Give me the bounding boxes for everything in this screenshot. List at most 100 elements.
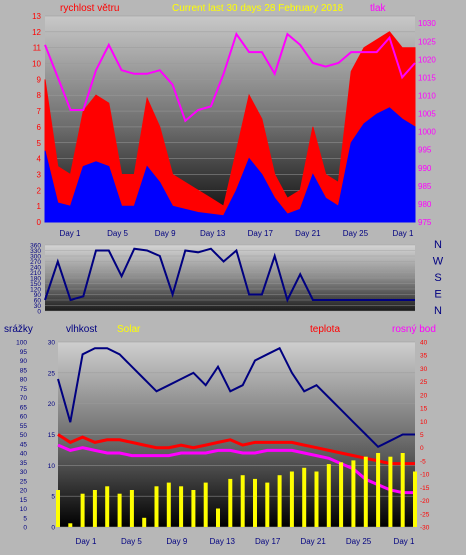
humidity-tick: 15 bbox=[48, 432, 56, 439]
wind-left-tick: 11 bbox=[33, 44, 42, 53]
wind-gust-area bbox=[44, 31, 416, 223]
wind-left-tick: 0 bbox=[37, 218, 42, 227]
wind-left-tick: 2 bbox=[37, 186, 42, 195]
precip-tick: 25 bbox=[20, 478, 28, 485]
solar-bar bbox=[302, 467, 307, 527]
temperature-series bbox=[56, 346, 417, 528]
direction-grid bbox=[45, 244, 415, 312]
humidity-tick: 20 bbox=[48, 401, 56, 408]
pressure-tick: 985 bbox=[418, 182, 432, 191]
precip-tick: 20 bbox=[20, 488, 28, 495]
precip-tick: 30 bbox=[20, 469, 28, 476]
compass-label: N bbox=[434, 305, 442, 317]
solar-bar bbox=[388, 456, 393, 527]
temperature-humidity-panel: 0510152025303540455055606570758085909510… bbox=[4, 324, 436, 546]
compass-label: N bbox=[434, 239, 442, 251]
compass-label: W bbox=[433, 256, 444, 268]
wind-series bbox=[44, 31, 416, 223]
precip-axis-label: srážky bbox=[4, 324, 33, 335]
precip-tick: 15 bbox=[20, 497, 28, 504]
solar-bar bbox=[351, 460, 356, 527]
precip-tick: 40 bbox=[20, 451, 28, 458]
solar-bar bbox=[92, 490, 97, 527]
temperature-day-tick: Day 13 bbox=[210, 537, 236, 546]
wind-pressure-line bbox=[44, 31, 416, 123]
temperature-tick: 25 bbox=[420, 379, 428, 386]
direction-tick: 210 bbox=[30, 270, 41, 277]
humidity-tick: 30 bbox=[48, 340, 56, 347]
chart-title: Current last 30 days 28 February 2018 bbox=[172, 3, 344, 14]
wind-left-tick: 4 bbox=[37, 155, 42, 164]
compass-label: E bbox=[434, 289, 441, 301]
direction-series bbox=[44, 247, 415, 303]
pressure-tick: 980 bbox=[418, 200, 432, 209]
wind-day-tick: Day 17 bbox=[248, 229, 274, 238]
solar-bar bbox=[376, 453, 381, 527]
pressure-tick: 1015 bbox=[418, 73, 436, 82]
precip-tick: 100 bbox=[16, 340, 27, 347]
solar-bar bbox=[129, 490, 134, 527]
wind-day-tick: Day 25 bbox=[343, 229, 369, 238]
dewpoint-line bbox=[57, 443, 415, 495]
temperature-day-tick: Day 5 bbox=[121, 537, 142, 546]
temperature-tick: -30 bbox=[420, 525, 430, 532]
solar-bar bbox=[154, 486, 159, 527]
solar-bar bbox=[277, 475, 282, 527]
humidity-line bbox=[57, 346, 415, 449]
solar-bar bbox=[179, 486, 184, 527]
wind-left-tick: 13 bbox=[32, 12, 41, 21]
solar-bar bbox=[166, 482, 171, 527]
direction-tick: 360 bbox=[30, 243, 41, 250]
precip-tick: 0 bbox=[23, 525, 27, 532]
temperature-day-tick: Day 17 bbox=[255, 537, 281, 546]
wind-left-tick: 10 bbox=[32, 60, 41, 69]
solar-bar bbox=[216, 508, 220, 527]
solar-bar bbox=[203, 482, 208, 527]
precip-tick: 60 bbox=[20, 414, 28, 421]
temperature-day-tick: Day 25 bbox=[346, 537, 372, 546]
temperature-axis-label: teplota bbox=[310, 324, 340, 335]
direction-tick: 0 bbox=[37, 309, 41, 316]
temperature-day-tick: Day 1 bbox=[76, 537, 97, 546]
precip-tick: 35 bbox=[20, 460, 28, 467]
wind-left-tick: 7 bbox=[37, 107, 42, 116]
temperature-day-tick: Day 21 bbox=[300, 537, 326, 546]
direction-tick: 60 bbox=[34, 298, 42, 305]
temperature-day-tick: Day 1 bbox=[394, 537, 415, 546]
wind-tick-labels: 0123456789101112139759809859909951000100… bbox=[32, 12, 436, 227]
precip-tick: 85 bbox=[20, 367, 28, 374]
humidity-tick: 10 bbox=[48, 463, 56, 470]
pressure-tick: 975 bbox=[418, 218, 432, 227]
temperature-tick: 35 bbox=[420, 353, 428, 360]
precip-tick: 50 bbox=[20, 432, 28, 439]
wind-left-tick: 8 bbox=[37, 91, 42, 100]
precip-tick: 90 bbox=[20, 358, 28, 365]
temperature-line bbox=[57, 433, 415, 466]
wind-left-tick: 6 bbox=[37, 123, 42, 132]
temperature-tick: 30 bbox=[420, 366, 428, 373]
precip-tick: 65 bbox=[20, 404, 28, 411]
precip-tick: 75 bbox=[20, 386, 28, 393]
precip-tick: 80 bbox=[20, 377, 28, 384]
solar-bar bbox=[80, 493, 85, 527]
humidity-axis-label: vlhkost bbox=[66, 324, 97, 335]
solar-bar bbox=[105, 486, 110, 527]
pressure-tick: 1030 bbox=[418, 19, 436, 28]
wind-left-tick: 3 bbox=[37, 170, 42, 179]
solar-bar bbox=[413, 471, 417, 527]
solar-bar bbox=[68, 523, 73, 527]
temperature-tick: 5 bbox=[420, 432, 424, 439]
wind-day-labels: Day 1 Day 5 Day 9 Day 13 Day 17 Day 21 Day 25 D… bbox=[60, 229, 414, 238]
precip-tick: 5 bbox=[23, 515, 27, 522]
wind-left-tick: 5 bbox=[37, 139, 42, 148]
solar-bar bbox=[339, 462, 344, 528]
compass-label: S bbox=[434, 272, 441, 284]
solar-bar bbox=[400, 453, 405, 527]
direction-tick: 300 bbox=[30, 254, 41, 261]
direction-tick: 30 bbox=[34, 303, 42, 310]
humidity-tick: 25 bbox=[48, 370, 56, 377]
solar-bar bbox=[228, 478, 233, 527]
solar-bar bbox=[265, 482, 270, 527]
